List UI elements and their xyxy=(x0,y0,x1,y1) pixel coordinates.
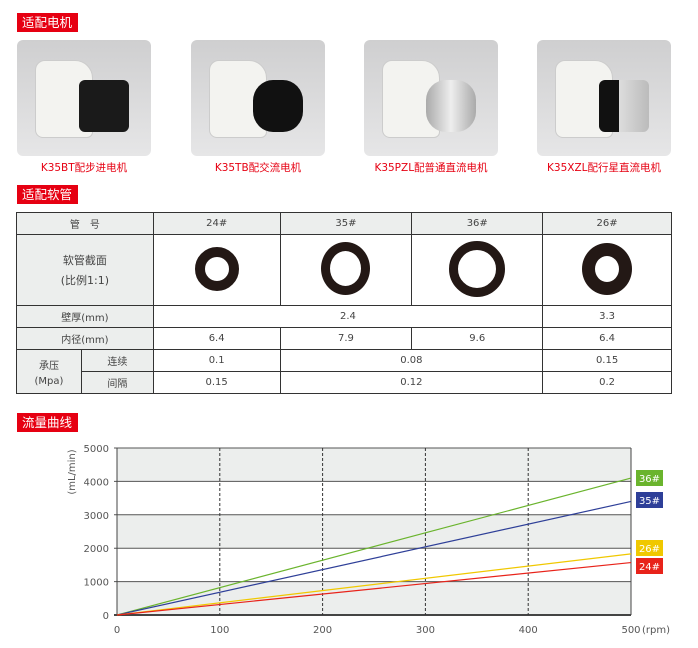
series-line-26 xyxy=(116,553,632,616)
motor-caption: K35PZL配普通直流电机 xyxy=(374,162,488,174)
plot-band xyxy=(117,514,631,549)
motor-image-stepper xyxy=(17,40,151,156)
plot-band xyxy=(117,548,631,582)
motor-image-dc xyxy=(364,40,498,156)
pressure-unit: (Mpa) xyxy=(34,375,64,387)
x-tick-label: 500 xyxy=(621,625,640,636)
motor-image-ac xyxy=(191,40,325,156)
series-line-24 xyxy=(116,561,632,616)
section-header-tubes: 适配软管 xyxy=(17,185,78,204)
wall-label: 壁厚(mm) xyxy=(16,305,154,328)
header-tube-number: 管 号 xyxy=(16,212,154,235)
cross-section-36 xyxy=(411,234,544,306)
interval-value: 0.2 xyxy=(542,371,672,394)
motor-caption: K35BT配步进电机 xyxy=(40,162,128,174)
tube-spec-table: 管 号 24# 35# 36# 26# 软管截面 (比例1:1) 壁厚(mm) 2… xyxy=(16,212,672,394)
tube-24-header: 24# xyxy=(152,212,281,235)
section-scale: (比例1:1) xyxy=(60,274,110,287)
tube-35-header: 35# xyxy=(279,212,413,235)
section-header-flow: 流量曲线 xyxy=(17,413,78,432)
x-axis-label: (rpm) xyxy=(642,625,670,636)
legend-badge xyxy=(636,558,663,574)
y-tick-label: 0 xyxy=(103,611,109,622)
section-label: 软管截面 xyxy=(62,254,107,267)
tube-ring-36-icon xyxy=(449,240,506,297)
cross-section-24 xyxy=(152,234,281,306)
tube-ring-35-icon xyxy=(321,242,371,295)
interval-value: 0.15 xyxy=(152,371,281,394)
plot-band xyxy=(117,448,631,482)
tube-ring-24-icon xyxy=(194,246,239,291)
plot-band xyxy=(117,581,631,615)
y-tick-label: 5000 xyxy=(84,444,109,455)
motor-image-planetary xyxy=(537,40,671,156)
legend-badge xyxy=(636,470,663,486)
legend-badge xyxy=(636,492,663,508)
x-tick-label: 0 xyxy=(114,625,120,636)
tube-ring-26-icon xyxy=(582,242,633,295)
legend-label: 36# xyxy=(639,474,660,485)
motor-caption: K35TB配交流电机 xyxy=(214,162,302,174)
section-header-motors: 适配电机 xyxy=(17,13,78,32)
y-tick-label: 4000 xyxy=(84,477,109,488)
x-tick-label: 100 xyxy=(210,625,229,636)
legend-label: 35# xyxy=(639,496,660,507)
x-tick-label: 400 xyxy=(519,625,538,636)
pressure-label: 承压 xyxy=(38,360,59,372)
plot-band xyxy=(117,481,631,515)
y-tick-label: 3000 xyxy=(84,511,109,522)
x-tick-label: 300 xyxy=(416,625,435,636)
series-line-35 xyxy=(116,500,632,616)
interval-label: 间隔 xyxy=(80,371,154,394)
legend-label: 26# xyxy=(639,544,660,555)
y-axis-label: (mL/min) xyxy=(67,449,78,494)
x-tick-label: 200 xyxy=(313,625,332,636)
motor-caption: K35XZL配行星直流电机 xyxy=(547,162,661,174)
cross-section-35 xyxy=(279,234,413,306)
pressure-label-cell: 承压 (Mpa) xyxy=(16,349,82,394)
y-tick-label: 1000 xyxy=(84,578,109,589)
series-line-36 xyxy=(116,477,632,616)
y-tick-label: 2000 xyxy=(84,544,109,555)
legend-badge xyxy=(636,540,663,556)
continuous-label: 连续 xyxy=(80,349,154,372)
legend-label: 24# xyxy=(639,562,660,573)
